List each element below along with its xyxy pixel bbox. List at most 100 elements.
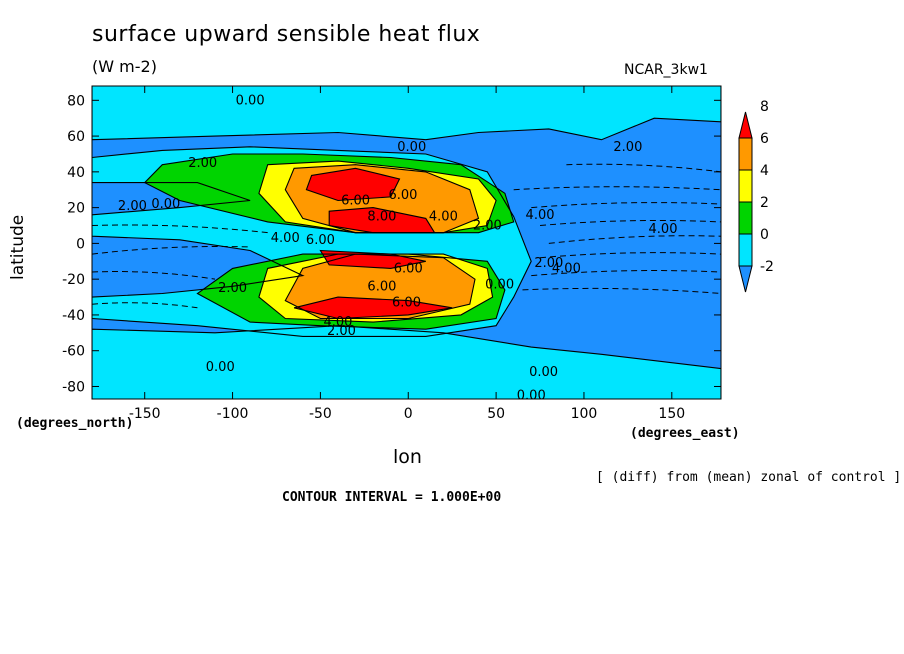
colorbar: -2 0 2 4 6 8 [738, 99, 774, 293]
colorbar-below-arrow [738, 265, 753, 293]
contour-label: 4.00 [271, 231, 300, 246]
contour-lines [92, 86, 721, 399]
contour-line-orange-north [284, 164, 480, 234]
contour-label: 0.00 [151, 197, 180, 212]
diff-note: [ (diff) from (mean) zonal of control ] [596, 470, 902, 485]
contour-label: 2.00 [534, 256, 563, 271]
colorbar-band [738, 169, 753, 203]
colorbar-label: 8 [760, 99, 769, 115]
contour-interval-label: CONTOUR INTERVAL = 1.000E+00 [282, 490, 502, 505]
plot-area: 0.000.002.002.002.00 0.00 6.00 6.008.00 4.00… [92, 86, 721, 403]
x-axis-ticks: -150 -100 -50 0 50 100 150 [129, 86, 685, 422]
colorbar-band [738, 233, 753, 267]
chart-units: (W m-2) [92, 57, 157, 76]
colorbar-band [738, 201, 753, 235]
region-red-south [294, 297, 453, 319]
contour-line-yellow-north [258, 160, 497, 234]
region-red-equator-s [320, 250, 426, 269]
dashed-contour-1 [531, 202, 721, 209]
colorbar-label: -2 [760, 259, 774, 275]
contour-label: 0.00 [485, 278, 514, 293]
contour-label: 8.00 [367, 210, 396, 225]
contour-label: 2.00 [188, 156, 217, 171]
y-tick-label: 20 [67, 201, 85, 217]
colorbar-band [738, 137, 753, 171]
contour-label: 6.00 [389, 188, 418, 203]
contour-label: 4.00 [552, 261, 581, 276]
y-tick-label: -20 [62, 272, 85, 288]
y-tick-label: -80 [62, 379, 85, 395]
dashed-contour-10 [92, 302, 198, 309]
x-axis-unit: (degrees_east) [630, 426, 740, 441]
region-red-equator-n [329, 207, 435, 233]
dashed-contour-9 [92, 271, 216, 280]
y-axis-unit: (degrees_north) [16, 416, 134, 431]
contour-line-cyan-south [92, 325, 721, 399]
plot-frame [91, 85, 722, 400]
y-tick-label: 80 [67, 93, 85, 109]
contour-label: 4.00 [526, 208, 555, 223]
contour-label: 2.00 [327, 324, 356, 339]
x-tick-label: -50 [309, 406, 332, 422]
dashed-contour-0 [513, 186, 721, 191]
contour-label: 4.00 [324, 315, 353, 330]
dashed-contour-3 [548, 235, 721, 244]
contour-label: 2.00 [218, 281, 247, 296]
contour-label: 4.00 [429, 210, 458, 225]
region-cyan-ocean [92, 86, 721, 140]
contour-line-cyan-tropics [92, 146, 532, 337]
dashed-contour-6 [522, 287, 721, 294]
x-tick-label: 100 [571, 406, 598, 422]
x-tick-label: 150 [658, 406, 685, 422]
colorbar-label: 6 [760, 131, 769, 147]
x-tick-label: -150 [129, 406, 161, 422]
region-red-north [306, 168, 400, 201]
dashed-contour-4 [539, 252, 721, 259]
y-tick-label: 0 [76, 236, 85, 252]
x-axis-label: lon [393, 446, 422, 468]
contour-label: 6.00 [306, 233, 335, 248]
contour-label: 0.00 [517, 388, 546, 403]
contour-label: 0.00 [206, 360, 235, 375]
contour-line-green-north [143, 153, 515, 234]
contour-line-red-equator-s [319, 249, 426, 269]
y-tick-label: 60 [67, 129, 85, 145]
colorbar-label: 0 [760, 227, 769, 243]
y-tick-label: -60 [62, 344, 85, 360]
contour-line-yellow-south [258, 253, 494, 323]
contour-label: 6.00 [394, 261, 423, 276]
contour-label: 0.00 [236, 93, 265, 108]
dashed-contour-7 [92, 224, 268, 234]
y-axis-ticks: -80 -60 -40 -20 0 20 40 60 80 [62, 93, 721, 395]
contour-line-orange-south [284, 253, 476, 320]
contour-line-green-south [196, 253, 506, 330]
negative-contours [92, 163, 721, 309]
contour-line-cyan-ocean [92, 86, 721, 141]
chart-title: surface upward sensible heat flux [92, 22, 481, 47]
contour-label: 4.00 [649, 222, 678, 237]
contour-line-red-south [293, 296, 453, 320]
dashed-contour-2 [539, 219, 721, 227]
run-id-label: NCAR_3kw1 [624, 62, 708, 78]
contour-line-red-equator-n [328, 207, 436, 234]
colorbar-above-arrow [738, 111, 753, 139]
contour-label: 6.00 [367, 279, 396, 294]
contour-regions [92, 86, 721, 399]
y-tick-label: 40 [67, 165, 85, 181]
y-tick-label: -40 [62, 308, 85, 324]
contour-label: 2.00 [118, 199, 147, 214]
contour-label: 0.00 [397, 140, 426, 155]
dashed-contour-5 [531, 270, 721, 277]
x-tick-label: -100 [217, 406, 249, 422]
contour-label: 0.00 [529, 365, 558, 380]
x-tick-label: 0 [404, 406, 413, 422]
dashed-contour-8 [92, 245, 251, 255]
colorbar-label: 2 [760, 195, 769, 211]
y-axis-label: latitude [8, 214, 28, 280]
contour-label: 6.00 [392, 295, 421, 310]
contour-line-red-north [305, 167, 401, 202]
contour-label: 6.00 [341, 193, 370, 208]
contour-labels: 0.000.002.002.002.00 0.00 6.00 6.008.00 4.00… [118, 93, 678, 403]
region-cyan-south [92, 325, 721, 399]
